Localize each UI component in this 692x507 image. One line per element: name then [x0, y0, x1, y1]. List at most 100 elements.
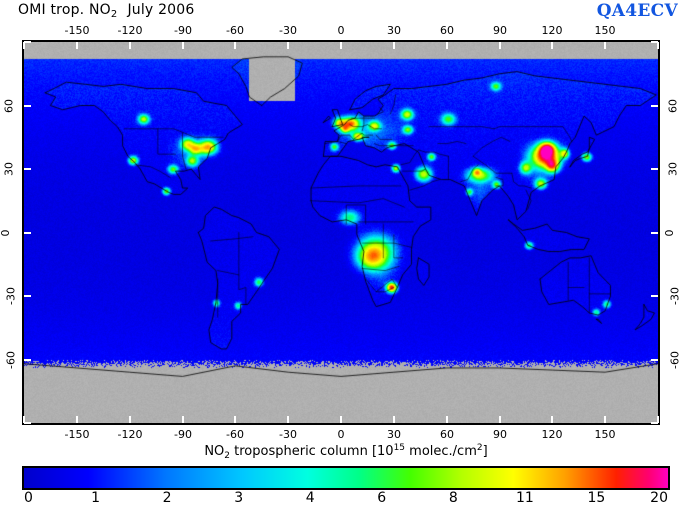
colorbar-tick-label: 11 — [515, 490, 534, 506]
x-tick-label-top: 0 — [337, 24, 345, 37]
colorbar-tick-label: 6 — [377, 490, 387, 506]
axis-tick — [651, 168, 658, 170]
axis-tick — [551, 42, 553, 49]
axis-tick — [234, 416, 236, 423]
axis-tick — [551, 416, 553, 423]
axis-tick — [129, 416, 131, 423]
x-tick-label-bottom: 30 — [387, 428, 401, 441]
cb-title-suffix: ] — [482, 444, 488, 459]
x-tick-label-bottom: 0 — [337, 428, 345, 441]
axis-tick — [604, 42, 606, 49]
axis-tick — [499, 416, 501, 423]
axis-tick — [76, 42, 78, 49]
title-prefix: OMI trop. NO — [18, 2, 111, 18]
x-tick-label-bottom: -150 — [64, 428, 90, 441]
axis-tick — [24, 295, 31, 297]
axis-tick — [23, 416, 25, 423]
x-tick-label-bottom: -120 — [117, 428, 143, 441]
y-tick-label-left: 30 — [2, 162, 16, 176]
colorbar-tick-label: 0 — [24, 490, 33, 506]
colorbar-title: NO2 tropospheric column [1015 molec./cm2… — [204, 443, 488, 461]
axis-tick — [182, 416, 184, 423]
x-tick-label-top: -90 — [174, 24, 192, 37]
x-tick-label-top: -60 — [226, 24, 244, 37]
figure-title: OMI trop. NO2 July 2006 — [18, 2, 195, 20]
qa4ecv-logo: QA4ECV — [596, 1, 678, 21]
axis-tick — [24, 359, 31, 361]
axis-tick — [24, 168, 31, 170]
colorbar-gradient — [24, 468, 668, 488]
axis-tick — [24, 422, 31, 424]
axis-tick — [393, 42, 395, 49]
y-tick-label-right: 60 — [666, 99, 680, 113]
axis-tick — [651, 422, 658, 424]
no2-heatmap-canvas — [24, 42, 658, 423]
axis-tick — [657, 416, 659, 423]
colorbar-tick-label: 15 — [587, 490, 606, 506]
axis-tick — [287, 42, 289, 49]
axis-tick — [651, 359, 658, 361]
x-tick-label-top: 60 — [440, 24, 454, 37]
axis-tick — [24, 41, 31, 43]
axis-tick — [499, 42, 501, 49]
axis-tick — [287, 416, 289, 423]
colorbar-tick-label: 2 — [162, 490, 172, 506]
axis-tick — [182, 42, 184, 49]
x-tick-label-top: 120 — [541, 24, 563, 37]
axis-tick — [24, 105, 31, 107]
x-tick-label-bottom: 120 — [541, 428, 563, 441]
y-tick-label-left: -30 — [4, 287, 18, 305]
map-plot-area[interactable] — [22, 40, 660, 425]
colorbar-tick-label: 20 — [650, 490, 668, 506]
axis-tick — [234, 42, 236, 49]
title-subscript: 2 — [110, 9, 118, 20]
cb-title-exponent2: 2 — [476, 443, 483, 453]
axis-tick — [651, 105, 658, 107]
x-tick-label-bottom: -30 — [279, 428, 297, 441]
axis-tick — [446, 416, 448, 423]
colorbar[interactable] — [22, 466, 670, 490]
x-tick-label-top: 90 — [493, 24, 507, 37]
x-tick-label-bottom: 150 — [594, 428, 616, 441]
cb-title-mid2: molec./cm — [405, 444, 477, 459]
x-tick-label-bottom: -90 — [174, 428, 192, 441]
x-tick-label-bottom: 60 — [440, 428, 454, 441]
y-tick-label-left: 0 — [0, 229, 12, 237]
y-tick-label-right: 30 — [666, 162, 680, 176]
x-tick-label-top: -30 — [279, 24, 297, 37]
cb-title-mid: tropospheric column [10 — [230, 444, 394, 459]
cb-title-sub: 2 — [224, 451, 231, 461]
y-tick-label-right: 0 — [663, 229, 676, 237]
cb-title-prefix: NO — [204, 444, 225, 459]
colorbar-tick-label: 4 — [305, 490, 315, 506]
y-tick-label-left: 60 — [2, 99, 16, 113]
cb-title-exponent: 15 — [393, 443, 406, 453]
colorbar-tick-label: 3 — [234, 490, 244, 506]
colorbar-tick-label: 8 — [448, 490, 458, 506]
axis-tick — [651, 295, 658, 297]
axis-tick — [76, 416, 78, 423]
y-tick-label-left: -60 — [4, 351, 18, 369]
axis-tick — [23, 42, 25, 49]
x-tick-label-bottom: 90 — [493, 428, 507, 441]
axis-tick — [651, 41, 658, 43]
x-tick-label-top: 30 — [387, 24, 401, 37]
axis-tick — [340, 42, 342, 49]
axis-tick — [393, 416, 395, 423]
axis-tick — [24, 232, 31, 234]
axis-tick — [604, 416, 606, 423]
axis-tick — [129, 42, 131, 49]
axis-tick — [446, 42, 448, 49]
colorbar-tick-label: 1 — [91, 490, 101, 506]
x-tick-label-bottom: -60 — [226, 428, 244, 441]
y-tick-label-right: -60 — [668, 351, 682, 369]
axis-tick — [657, 42, 659, 49]
axis-tick — [340, 416, 342, 423]
x-tick-label-top: 150 — [594, 24, 616, 37]
y-tick-label-right: -30 — [668, 287, 682, 305]
axis-tick — [651, 232, 658, 234]
x-tick-label-top: -150 — [64, 24, 90, 37]
title-period: July 2006 — [127, 2, 195, 18]
x-tick-label-top: -120 — [117, 24, 143, 37]
